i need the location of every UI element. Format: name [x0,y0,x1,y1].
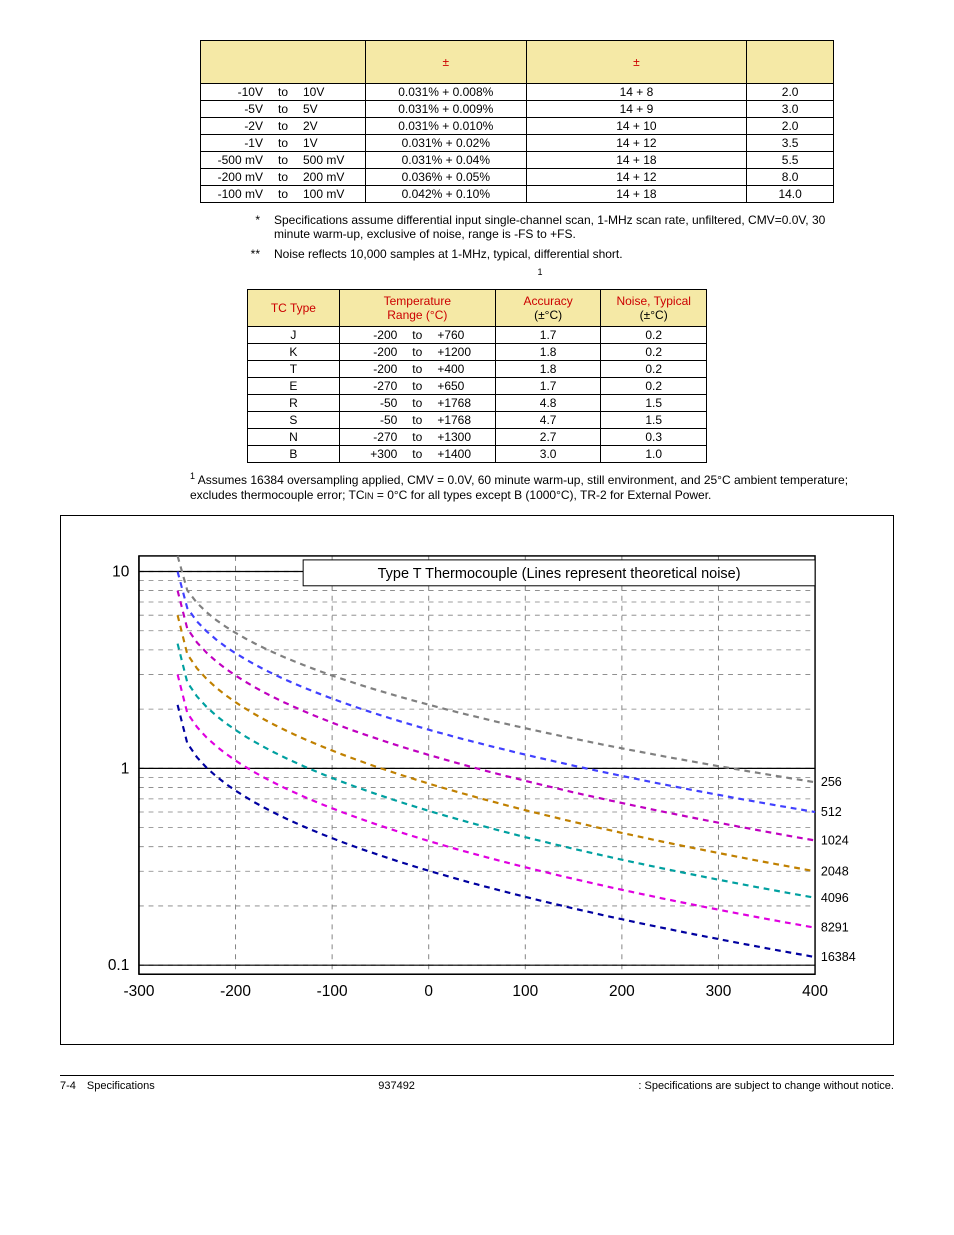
svg-text:256: 256 [821,774,842,789]
footer-right: : Specifications are subject to change w… [638,1080,894,1092]
svg-text:0: 0 [424,983,433,1000]
note-asterisk: * [230,213,260,241]
footer-mid: 937492 [378,1080,415,1092]
svg-text:4096: 4096 [821,890,849,905]
thermocouple-table: TC Type Temperature Range (°C) Accuracy … [247,289,707,463]
svg-text:-200: -200 [220,983,251,1000]
table-row: -10Vto10V0.031% + 0.008%14 + 82.0 [201,84,834,101]
table-row: N-270to+13002.70.3 [248,429,707,446]
svg-text:0.1: 0.1 [108,957,129,974]
table-row: -500 mVto500 mV0.031% + 0.04%14 + 185.5 [201,152,834,169]
svg-text:-300: -300 [123,983,154,1000]
table-row: T-200to+4001.80.2 [248,361,707,378]
svg-text:100: 100 [512,983,538,1000]
note1-text: Specifications assume differential input… [274,213,850,241]
table-row: E-270to+6501.70.2 [248,378,707,395]
svg-text:10: 10 [112,563,129,580]
table1-notes: * Specifications assume differential inp… [230,213,850,283]
svg-text:Type T Thermocouple (Lines re: Type T Thermocouple (Lines represent the… [378,566,741,582]
table-row: -5Vto5V0.031% + 0.009%14 + 93.0 [201,101,834,118]
svg-text:8291: 8291 [821,920,849,935]
th-range [201,41,366,84]
noise-chart-container: 10 1 0.1 -300 -200 -100 0 100 200 300 400 Type T Th… [60,515,894,1045]
note-double-asterisk: ** [230,247,260,261]
table2-footnote: 1 Assumes 16384 oversampling applied, CM… [190,471,850,503]
th-accuracy: ± [366,41,527,84]
th-acc: Accuracy (±°C) [495,290,601,327]
page-footer: 7-4 Specifications 937492 : Specificatio… [60,1075,894,1092]
table-row: -2Vto2V0.031% + 0.010%14 + 102.0 [201,118,834,135]
noise-chart: 10 1 0.1 -300 -200 -100 0 100 200 300 400 Type T Th… [81,536,873,1024]
table-row: -1Vto1V0.031% + 0.02%14 + 123.5 [201,135,834,152]
table-row: J-200to+7601.70.2 [248,327,707,344]
table-row: -200 mVto200 mV0.036% + 0.05%14 + 128.0 [201,169,834,186]
svg-text:300: 300 [706,983,732,1000]
th-noise: Noise, Typical (±°C) [601,290,707,327]
voltage-spec-table: ± ± -10Vto10V0.031% + 0.008%14 + 82.0-5V… [200,40,834,203]
svg-text:512: 512 [821,804,842,819]
svg-text:1: 1 [121,760,130,777]
table2-caption-sup: 1 [537,267,542,277]
svg-text:16384: 16384 [821,949,856,964]
table-row: B+300to+14003.01.0 [248,446,707,463]
svg-text:-100: -100 [317,983,348,1000]
svg-text:2048: 2048 [821,863,849,878]
table-row: S-50to+17684.71.5 [248,412,707,429]
th-resolution: ± [526,41,747,84]
svg-text:1024: 1024 [821,832,849,847]
footer-left: 7-4 Specifications [60,1080,155,1092]
th-temp-range: Temperature Range (°C) [339,290,495,327]
th-tc-type: TC Type [248,290,340,327]
table-row: R-50to+17684.81.5 [248,395,707,412]
svg-text:400: 400 [802,983,828,1000]
table-row: -100 mVto100 mV0.042% + 0.10%14 + 1814.0 [201,186,834,203]
svg-text:200: 200 [609,983,635,1000]
table-row: K-200to+12001.80.2 [248,344,707,361]
th-noise [747,41,834,84]
note2-text: Noise reflects 10,000 samples at 1-MHz, … [274,247,850,261]
